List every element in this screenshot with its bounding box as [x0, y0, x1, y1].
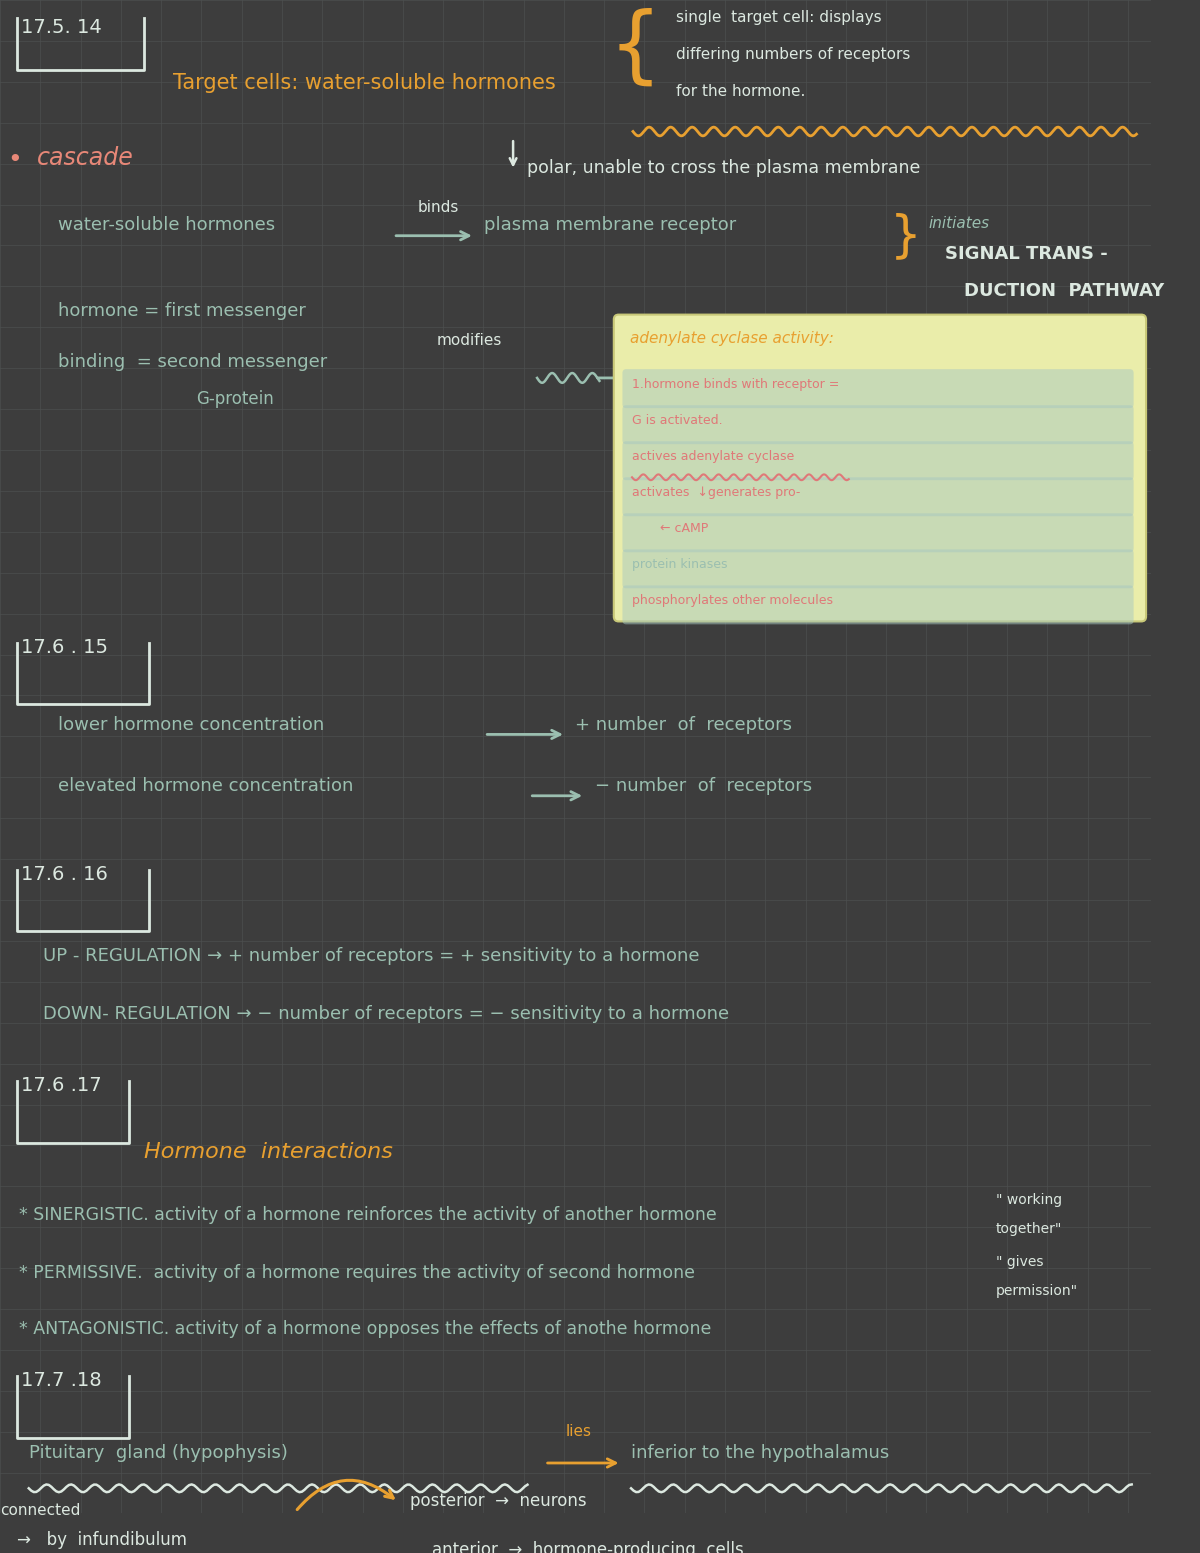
- Text: connected: connected: [0, 1503, 80, 1517]
- FancyBboxPatch shape: [623, 514, 1134, 553]
- Text: UP - REGULATION → + number of receptors = + sensitivity to a hormone: UP - REGULATION → + number of receptors …: [43, 947, 700, 964]
- Text: →   by  infundibulum: → by infundibulum: [17, 1531, 187, 1550]
- Text: * SINERGISTIC. activity of a hormone reinforces the activity of another hormone: * SINERGISTIC. activity of a hormone rei…: [19, 1205, 716, 1224]
- Text: G is activated.: G is activated.: [632, 415, 722, 427]
- Text: protein kinases: protein kinases: [632, 558, 727, 572]
- Text: lies: lies: [566, 1424, 592, 1440]
- Text: actives adenylate cyclase: actives adenylate cyclase: [632, 450, 794, 463]
- Text: 1.hormone binds with receptor =: 1.hormone binds with receptor =: [632, 377, 839, 391]
- Text: " working: " working: [996, 1193, 1062, 1207]
- Text: hormone = first messenger: hormone = first messenger: [58, 301, 306, 320]
- Text: lower hormone concentration: lower hormone concentration: [58, 716, 324, 735]
- Text: Target cells: water-soluble hormones: Target cells: water-soluble hormones: [173, 73, 556, 93]
- Text: " gives: " gives: [996, 1255, 1043, 1269]
- Text: binding  = second messenger: binding = second messenger: [58, 353, 326, 371]
- Text: water-soluble hormones: water-soluble hormones: [58, 216, 275, 235]
- Text: }: }: [890, 213, 922, 261]
- Text: * PERMISSIVE.  activity of a hormone requires the activity of second hormone: * PERMISSIVE. activity of a hormone requ…: [19, 1264, 695, 1283]
- Text: inferior to the hypothalamus: inferior to the hypothalamus: [631, 1444, 889, 1461]
- Text: together": together": [996, 1222, 1062, 1236]
- Text: 17.7 .18: 17.7 .18: [22, 1371, 102, 1390]
- Text: permission": permission": [996, 1284, 1078, 1298]
- Text: single  target cell: displays: single target cell: displays: [676, 9, 882, 25]
- Text: adenylate cyclase activity:: adenylate cyclase activity:: [630, 331, 834, 346]
- Text: cellular  activities: cellular activities: [647, 353, 806, 371]
- Text: cascade: cascade: [36, 146, 133, 171]
- FancyBboxPatch shape: [623, 585, 1134, 624]
- Text: Pituitary  gland (hypophysis): Pituitary gland (hypophysis): [29, 1444, 288, 1461]
- Text: Hormone  interactions: Hormone interactions: [144, 1141, 392, 1162]
- FancyBboxPatch shape: [623, 441, 1134, 480]
- Text: binds: binds: [418, 200, 458, 214]
- FancyBboxPatch shape: [623, 477, 1134, 516]
- Text: initiates: initiates: [929, 216, 990, 231]
- Text: {: {: [610, 8, 662, 89]
- Text: differing numbers of receptors: differing numbers of receptors: [676, 47, 911, 62]
- Text: phosphorylates other molecules: phosphorylates other molecules: [632, 595, 833, 607]
- Text: SIGNAL TRANS -: SIGNAL TRANS -: [944, 245, 1108, 264]
- Text: DOWN- REGULATION → − number of receptors = − sensitivity to a hormone: DOWN- REGULATION → − number of receptors…: [43, 1005, 730, 1023]
- Text: * ANTAGONISTIC. activity of a hormone opposes the effects of anothe hormone: * ANTAGONISTIC. activity of a hormone op…: [19, 1320, 712, 1337]
- Text: ← cAMP: ← cAMP: [632, 522, 708, 536]
- Text: plasma membrane receptor: plasma membrane receptor: [485, 216, 737, 235]
- FancyBboxPatch shape: [623, 405, 1134, 444]
- Text: activates  ↓generates pro-: activates ↓generates pro-: [632, 486, 800, 499]
- Text: 17.5. 14: 17.5. 14: [22, 17, 102, 37]
- Text: polar, unable to cross the plasma membrane: polar, unable to cross the plasma membra…: [528, 158, 920, 177]
- Text: + number  of  receptors: + number of receptors: [576, 716, 792, 735]
- Text: DUCTION  PATHWAY: DUCTION PATHWAY: [964, 283, 1164, 300]
- FancyBboxPatch shape: [614, 315, 1146, 621]
- Text: 17.6 . 16: 17.6 . 16: [22, 865, 108, 884]
- Text: G-protein: G-protein: [197, 390, 275, 407]
- Text: anterior  →  hormone-producing  cells: anterior → hormone-producing cells: [432, 1541, 743, 1553]
- Text: posterior  →  neurons: posterior → neurons: [410, 1492, 587, 1510]
- Text: •: •: [7, 148, 23, 172]
- Text: elevated hormone concentration: elevated hormone concentration: [58, 778, 353, 795]
- Text: for the hormone.: for the hormone.: [676, 84, 805, 99]
- FancyBboxPatch shape: [623, 370, 1134, 408]
- Text: 17.6 .17: 17.6 .17: [22, 1076, 102, 1095]
- Text: − number  of  receptors: − number of receptors: [595, 778, 811, 795]
- Text: 17.6 . 15: 17.6 . 15: [22, 638, 108, 657]
- FancyBboxPatch shape: [623, 550, 1134, 589]
- Text: modifies: modifies: [437, 334, 502, 348]
